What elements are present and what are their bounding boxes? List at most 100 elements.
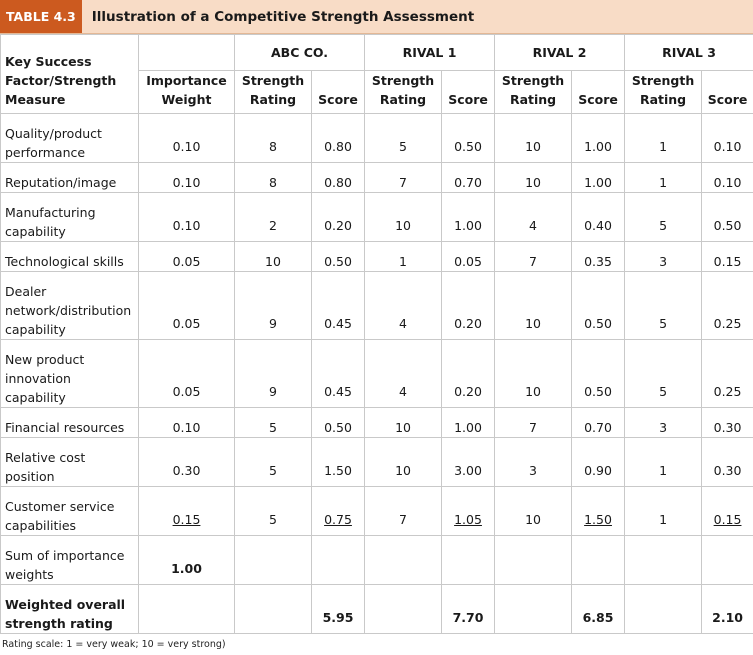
strength-rating-cell: 7 — [364, 486, 443, 536]
score-cell: 0.15 — [701, 486, 753, 536]
importance-weight-cell: 0.05 — [138, 339, 235, 408]
sum-weights-row: Sum of importance weights 1.00 — [0, 535, 753, 585]
score-cell: 0.15 — [701, 241, 753, 272]
weighted-total-label: Weighted overall strength rating — [0, 584, 139, 634]
score-cell: 0.50 — [571, 339, 626, 408]
factor-name-cell: Customer service capabilities — [0, 486, 139, 536]
importance-weight-cell: 0.15 — [138, 486, 235, 536]
score-header: Score — [441, 70, 496, 114]
strength-rating-cell: 5 — [624, 192, 703, 242]
score-cell: 3.00 — [441, 437, 496, 487]
empty-cell — [441, 535, 496, 585]
strength-rating-cell: 1 — [624, 113, 703, 163]
strength-rating-cell: 10 — [494, 339, 573, 408]
factor-name-cell: New product innovation capability — [0, 339, 139, 408]
importance-weight-cell: 0.10 — [138, 113, 235, 163]
strength-rating-cell: 9 — [234, 339, 312, 408]
empty-cell — [138, 584, 235, 634]
table-row: Reputation/image 0.10 8 0.80 7 0.70 10 1.00 1 0.1… — [0, 162, 753, 193]
importance-weight-cell: 0.30 — [138, 437, 235, 487]
score-cell: 0.80 — [310, 113, 366, 163]
score-cell: 0.50 — [701, 192, 753, 242]
weighted-total-score: 6.85 — [571, 584, 626, 634]
score-cell: 0.50 — [310, 241, 366, 272]
importance-weight-cell: 0.05 — [138, 271, 235, 340]
score-cell: 0.25 — [701, 339, 753, 408]
score-cell: 1.00 — [441, 407, 496, 438]
score-cell: 0.20 — [310, 192, 366, 242]
empty-cell — [364, 584, 443, 634]
table-row: Customer service capabilities 0.15 5 0.75 7 1… — [0, 486, 753, 536]
score-cell: 1.50 — [310, 437, 366, 487]
score-cell: 0.10 — [701, 162, 753, 193]
strength-rating-cell: 3 — [624, 241, 703, 272]
table-row: Technological skills 0.05 10 0.50 1 0.05 7 0.35… — [0, 241, 753, 272]
score-cell: 0.20 — [441, 339, 496, 408]
factor-name-cell: Manufacturing capability — [0, 192, 139, 242]
score-header: Score — [310, 70, 366, 114]
table-number-badge: TABLE 4.3 — [0, 0, 82, 33]
strength-rating-cell: 5 — [624, 271, 703, 340]
group-header-rival2: RIVAL 2 — [494, 34, 626, 71]
importance-weight-cell: 0.10 — [138, 407, 235, 438]
score-header: Score — [701, 70, 753, 114]
strength-rating-cell: 7 — [364, 162, 443, 193]
empty-cell — [624, 584, 703, 634]
weighted-total-score: 5.95 — [310, 584, 366, 634]
score-cell: 0.80 — [310, 162, 366, 193]
score-cell: 0.25 — [701, 271, 753, 340]
factor-name-cell: Dealer network/distribution capability — [0, 271, 139, 340]
strength-rating-cell: 7 — [494, 407, 573, 438]
empty-cell — [234, 535, 312, 585]
sum-weights-label: Sum of importance weights — [0, 535, 139, 585]
group-header-rival1: RIVAL 1 — [364, 34, 496, 71]
factor-name-cell: Quality/product performance — [0, 113, 139, 163]
rating-header: Strength Rating — [624, 70, 703, 114]
weight-header: Importance Weight — [138, 70, 235, 114]
score-cell: 1.50 — [571, 486, 626, 536]
score-cell: 1.00 — [571, 162, 626, 193]
strength-rating-cell: 7 — [494, 241, 573, 272]
strength-rating-cell: 1 — [364, 241, 443, 272]
strength-rating-cell: 10 — [494, 162, 573, 193]
rating-header: Strength Rating — [364, 70, 443, 114]
score-cell: 0.05 — [441, 241, 496, 272]
strength-rating-cell: 1 — [624, 437, 703, 487]
score-cell: 0.50 — [441, 113, 496, 163]
strength-rating-cell: 1 — [624, 162, 703, 193]
table-row: New product innovation capability 0.05 9 0.… — [0, 339, 753, 408]
empty-cell — [234, 584, 312, 634]
score-cell: 0.45 — [310, 271, 366, 340]
strength-rating-cell: 10 — [234, 241, 312, 272]
strength-rating-cell: 3 — [624, 407, 703, 438]
score-cell: 0.75 — [310, 486, 366, 536]
empty-cell — [310, 535, 366, 585]
factor-name-cell: Reputation/image — [0, 162, 139, 193]
score-cell: 0.45 — [310, 339, 366, 408]
table-title-bar: TABLE 4.3 Illustration of a Competitive … — [0, 0, 753, 34]
strength-rating-cell: 5 — [624, 339, 703, 408]
importance-weight-cell: 0.10 — [138, 192, 235, 242]
score-cell: 0.70 — [441, 162, 496, 193]
strength-rating-cell: 5 — [234, 437, 312, 487]
competitive-strength-table: Key Success Factor/Strength Measure ABC … — [0, 34, 753, 634]
strength-rating-cell: 10 — [364, 407, 443, 438]
empty-cell — [494, 584, 573, 634]
strength-rating-cell: 1 — [624, 486, 703, 536]
rating-header: Strength Rating — [234, 70, 312, 114]
table-title: Illustration of a Competitive Strength A… — [91, 8, 475, 25]
strength-rating-cell: 5 — [234, 407, 312, 438]
rating-scale-footnote: Rating scale: 1 = very weak; 10 = very s… — [2, 639, 226, 650]
importance-weight-cell: 0.10 — [138, 162, 235, 193]
factor-name-cell: Technological skills — [0, 241, 139, 272]
empty-cell — [624, 535, 703, 585]
rating-header: Strength Rating — [494, 70, 573, 114]
score-cell: 0.50 — [310, 407, 366, 438]
score-cell: 1.00 — [571, 113, 626, 163]
factor-name-cell: Relative cost position — [0, 437, 139, 487]
strength-rating-cell: 4 — [364, 339, 443, 408]
header-row-subcolumns: Importance Weight Strength Rating Score … — [1, 70, 753, 114]
weighted-total-score: 7.70 — [441, 584, 496, 634]
empty-cell — [701, 535, 753, 585]
score-cell: 0.70 — [571, 407, 626, 438]
